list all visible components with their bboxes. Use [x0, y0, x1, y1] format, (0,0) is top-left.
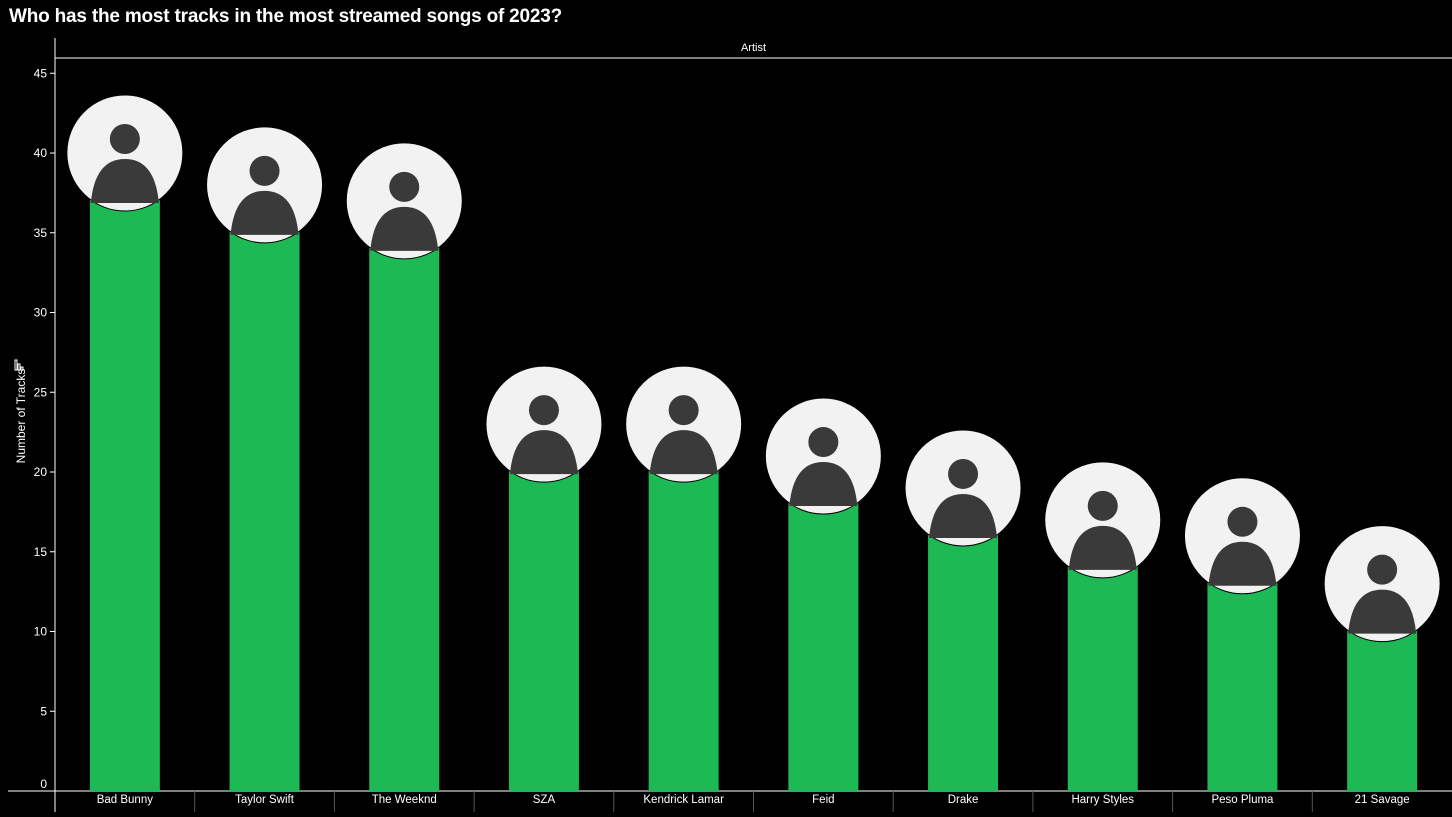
- x-tick-label: Kendrick Lamar: [643, 794, 724, 806]
- x-tick-label: 21 Savage: [1355, 794, 1410, 806]
- y-tick-label: 0: [40, 777, 47, 791]
- artist-portrait-harry-styles: [1044, 461, 1162, 579]
- artist-portrait-feid: [764, 397, 882, 515]
- y-tick-label: 5: [40, 704, 47, 718]
- portrait-markers: [66, 94, 1441, 643]
- x-tick-label: The Weeknd: [372, 794, 437, 806]
- bar-the-weeknd: [369, 200, 440, 792]
- artist-portrait-peso-pluma: [1183, 477, 1301, 595]
- y-tick-label: 10: [34, 625, 48, 639]
- portrait-body: [230, 190, 299, 235]
- y-tick-label: 15: [34, 545, 48, 559]
- portrait-body: [649, 430, 718, 475]
- x-tick-label: Feid: [812, 794, 834, 806]
- portrait-head: [948, 458, 979, 489]
- portrait-head: [389, 171, 420, 202]
- portrait-body: [509, 430, 578, 475]
- category-labels: Bad Bunny Taylor Swift The Weeknd SZA Kendri…: [97, 794, 1410, 806]
- portrait-body: [90, 159, 159, 203]
- portrait-head: [1367, 554, 1398, 585]
- portrait-body: [1208, 541, 1277, 586]
- y-tick-label: 40: [34, 146, 48, 160]
- x-tick-label: Taylor Swift: [235, 794, 295, 806]
- y-tick-label: 25: [34, 385, 48, 399]
- portrait-body: [929, 493, 998, 538]
- x-tick-label: Drake: [948, 794, 979, 806]
- portrait-body: [1068, 525, 1137, 570]
- portrait-head: [249, 155, 280, 186]
- portrait-body: [1348, 589, 1417, 634]
- artist-portrait-sza: [485, 365, 603, 483]
- artist-portrait-bad-bunny: [66, 94, 184, 212]
- column-header-label: Artist: [741, 42, 766, 54]
- bar-kendrick-lamar: [648, 424, 719, 791]
- x-tick-label: Harry Styles: [1071, 794, 1134, 806]
- bar-sza: [508, 424, 579, 791]
- portrait-head: [1087, 490, 1118, 521]
- x-tick-label: Peso Pluma: [1211, 794, 1274, 806]
- portrait-body: [370, 206, 439, 251]
- x-tick-label: Bad Bunny: [97, 794, 154, 806]
- artist-portrait-drake: [904, 429, 1022, 547]
- y-tick-label: 35: [34, 226, 48, 240]
- bar-taylor-swift: [229, 184, 300, 791]
- bar-chart-icon: [14, 359, 24, 371]
- artist-portrait-the-weeknd: [345, 142, 463, 260]
- portrait-body: [789, 462, 858, 507]
- portrait-head: [109, 124, 140, 154]
- bars: [89, 153, 1418, 792]
- artist-portrait-kendrick-lamar: [625, 365, 743, 483]
- portrait-head: [1227, 506, 1258, 537]
- artist-portrait-21-savage: [1323, 525, 1441, 643]
- portrait-head: [528, 395, 559, 426]
- portrait-head: [808, 427, 839, 458]
- chart-title: Who has the most tracks in the most stre…: [9, 6, 563, 27]
- y-axis-title: Number of Tracks: [14, 369, 28, 464]
- y-tick-label: 45: [34, 66, 48, 80]
- y-tick-label: 30: [34, 306, 48, 320]
- portrait-head: [668, 395, 699, 426]
- artist-portrait-taylor-swift: [206, 126, 324, 244]
- bar-bad-bunny: [89, 153, 160, 791]
- y-tick-label: 20: [34, 465, 48, 479]
- x-tick-label: SZA: [533, 794, 556, 806]
